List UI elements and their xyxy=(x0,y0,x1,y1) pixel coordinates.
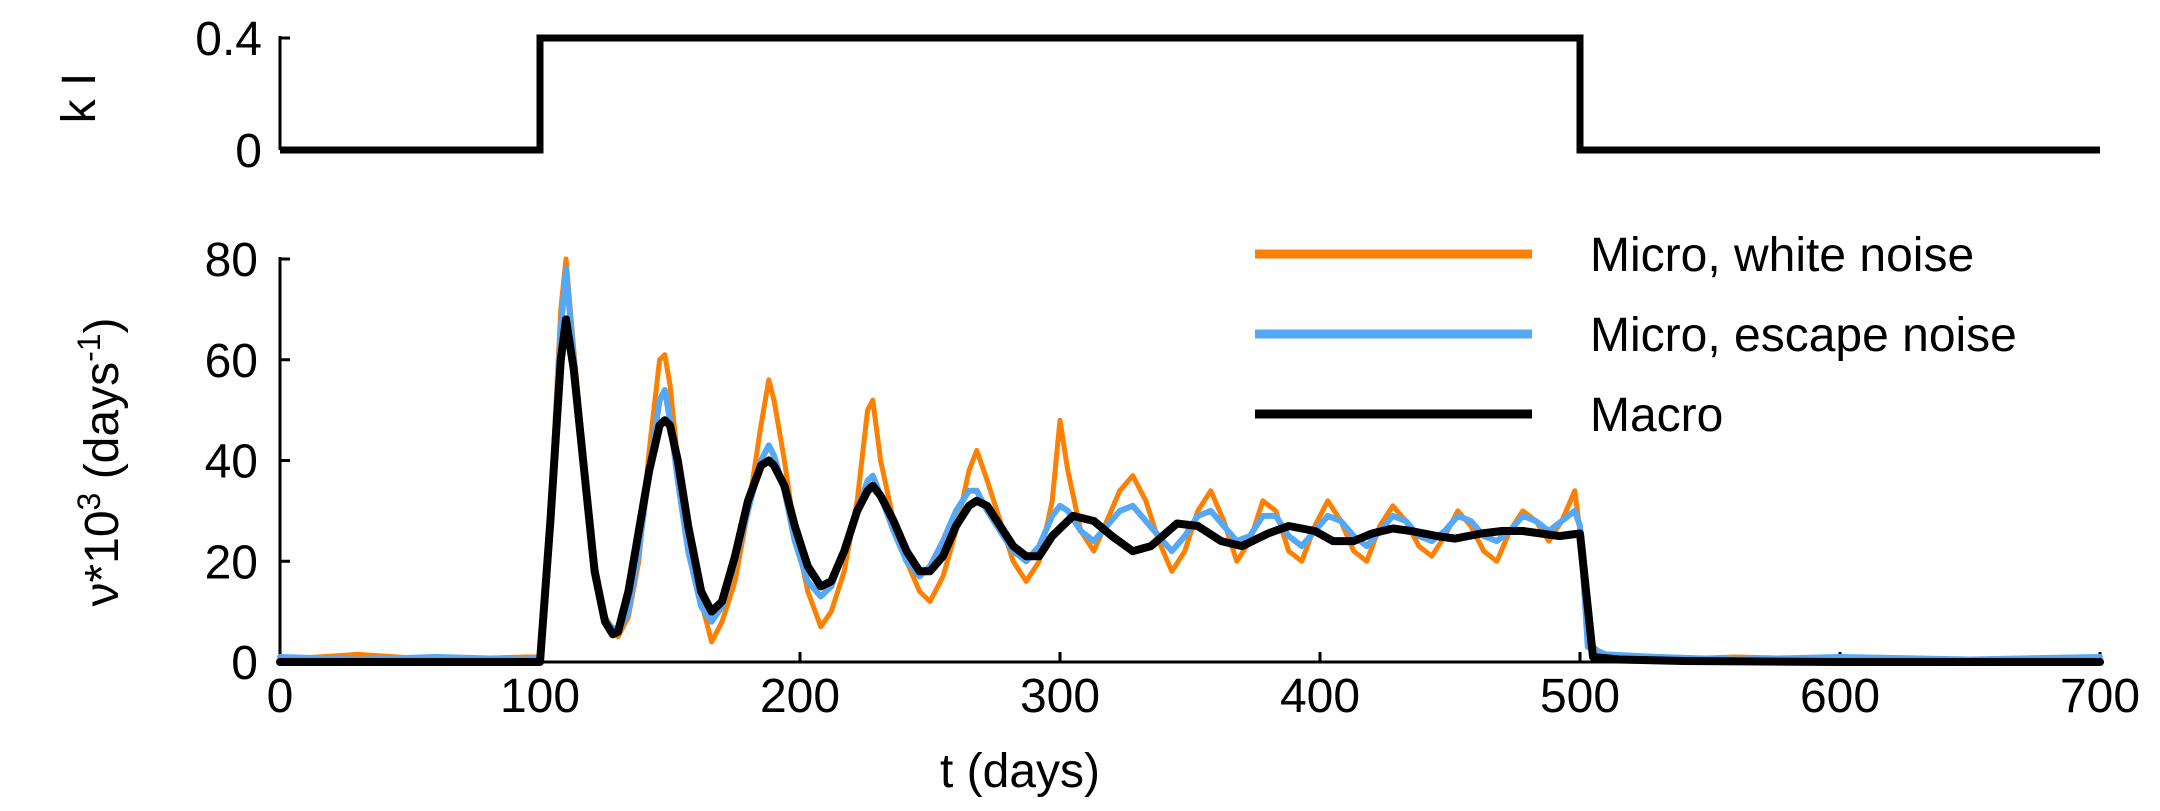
top-panel: 00.4 k I xyxy=(53,13,2100,178)
legend: Micro, white noise Micro, escape noise M… xyxy=(1255,229,2017,442)
bottom-x-tick-label-500: 500 xyxy=(1540,670,1620,723)
top-series-line-k-i xyxy=(280,34,2100,154)
top-y-tick-label-0: 0 xyxy=(235,125,262,178)
ylabel-base: ν*10 xyxy=(76,510,129,606)
legend-label-white-noise: Micro, white noise xyxy=(1590,229,1974,282)
ylabel-end: ) xyxy=(76,317,129,333)
top-series xyxy=(280,34,2100,154)
bottom-x-tick-label-600: 600 xyxy=(1800,670,1880,723)
bottom-x-tick-label-300: 300 xyxy=(1020,670,1100,723)
bottom-panel: 0 20 40 60 80 0 100 200 300 400 500 600 700 ν*103 (… xyxy=(71,229,2140,798)
ylabel-mid: (days xyxy=(76,362,129,493)
bottom-y-tick-label-0: 0 xyxy=(231,637,258,690)
series-line-micro-white-noise xyxy=(277,256,2103,662)
top-y-axis-label: k I xyxy=(53,73,106,124)
ylabel-sup-2: -1 xyxy=(71,333,107,361)
series-line-macro xyxy=(276,315,2104,666)
legend-label-escape-noise: Micro, escape noise xyxy=(1590,309,2017,362)
top-y-tick-label-0-4: 0.4 xyxy=(195,13,262,66)
bottom-x-axis-label: t (days) xyxy=(940,745,1100,798)
bottom-y-tick-label-20: 20 xyxy=(205,536,258,589)
bottom-x-tick-label-100: 100 xyxy=(500,670,580,723)
bottom-x-tick-label-0: 0 xyxy=(267,670,294,723)
bottom-x-tick-label-700: 700 xyxy=(2060,670,2140,723)
bottom-y-tick-label-60: 60 xyxy=(205,335,258,388)
ylabel-sup-1: 3 xyxy=(71,493,107,511)
bottom-y-axis-label: ν*103 (days-1) xyxy=(71,317,129,606)
bottom-series xyxy=(276,256,2104,666)
bottom-x-ticks: 0 100 200 300 400 500 600 700 xyxy=(267,652,2140,723)
bottom-x-tick-label-200: 200 xyxy=(760,670,840,723)
top-y-ticks: 00.4 xyxy=(195,13,290,178)
legend-label-macro: Macro xyxy=(1590,389,1723,442)
bottom-y-tick-label-40: 40 xyxy=(205,436,258,489)
bottom-x-tick-label-400: 400 xyxy=(1280,670,1360,723)
bottom-y-tick-label-80: 80 xyxy=(205,234,258,287)
bottom-y-ticks: 0 20 40 60 80 xyxy=(205,234,290,690)
